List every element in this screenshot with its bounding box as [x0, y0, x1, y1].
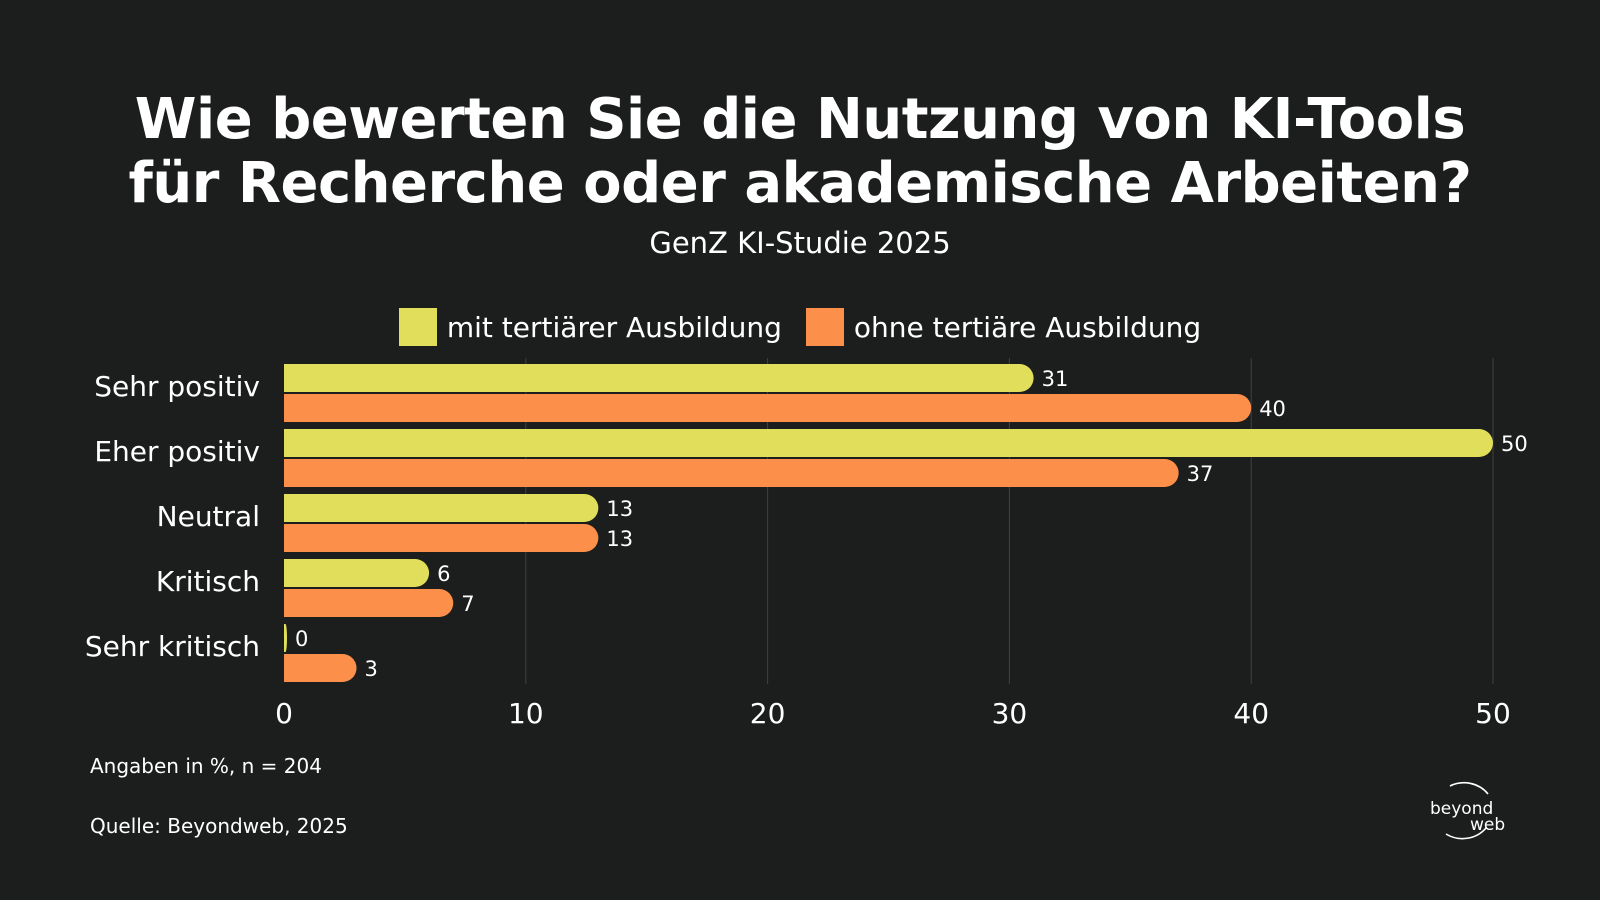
x-tick-label-1: 10: [508, 697, 544, 730]
chart-subtitle: GenZ KI-Studie 2025: [649, 226, 951, 260]
bar-2-1: [284, 524, 599, 552]
chart-title: Wie bewerten Sie die Nutzung von KI-Tool…: [0, 88, 1600, 216]
data-label-2-0: 13: [606, 497, 633, 521]
category-label-2: Neutral: [157, 500, 260, 533]
data-label-1-1: 37: [1187, 462, 1214, 486]
data-label-3-0: 6: [437, 562, 450, 586]
x-tick-label-4: 40: [1233, 697, 1269, 730]
category-label-3: Kritisch: [156, 565, 260, 598]
data-label-0-0: 31: [1042, 367, 1069, 391]
bar-4-0: [284, 624, 287, 652]
legend-item-series1: mit tertiärer Ausbildung: [398, 308, 782, 346]
legend-label-series1: mit tertiärer Ausbildung: [446, 310, 782, 344]
data-label-1-0: 50: [1501, 432, 1528, 456]
data-label-3-1: 7: [461, 592, 474, 616]
bar-1-1: [284, 459, 1179, 487]
legend-item-series2: ohne tertiäre Ausbildung: [805, 308, 1202, 346]
legend: mit tertiärer Ausbildung ohne tertiäre A…: [0, 308, 1600, 346]
bar-4-1: [284, 654, 357, 682]
bar-1-0: [284, 429, 1493, 457]
bar-0-0: [284, 364, 1034, 392]
bar-3-0: [284, 559, 430, 587]
legend-swatch-series1: [398, 308, 437, 346]
data-label-0-1: 40: [1259, 397, 1286, 421]
logo-text-beyond: beyond: [1430, 799, 1494, 819]
legend-swatch-series2: [805, 308, 844, 346]
category-label-4: Sehr kritisch: [85, 630, 260, 663]
bar-0-1: [284, 394, 1252, 422]
x-tick-label-5: 50: [1475, 697, 1511, 730]
chart-title-line2: für Recherche oder akademische Arbeiten?: [128, 151, 1472, 216]
bar-3-1: [284, 589, 454, 617]
category-label-1: Eher positiv: [94, 435, 260, 468]
data-label-2-1: 13: [606, 527, 633, 551]
chart-title-line1: Wie bewerten Sie die Nutzung von KI-Tool…: [134, 87, 1466, 152]
data-label-4-0: 0: [295, 627, 308, 651]
footnote: Angaben in %, n = 204: [90, 754, 322, 778]
logo-text-web: web: [1470, 815, 1506, 835]
logo-arc-icon: [1445, 782, 1489, 840]
beyondweb-logo: beyond web: [1428, 778, 1508, 842]
x-tick-label-0: 0: [275, 697, 293, 730]
category-label-0: Sehr positiv: [94, 370, 260, 403]
x-tick-label-3: 30: [992, 697, 1028, 730]
x-tick-label-2: 20: [750, 697, 786, 730]
source-note: Quelle: Beyondweb, 2025: [90, 814, 348, 838]
data-label-4-1: 3: [365, 657, 378, 681]
bar-2-0: [284, 494, 599, 522]
legend-label-series2: ohne tertiäre Ausbildung: [853, 310, 1202, 344]
